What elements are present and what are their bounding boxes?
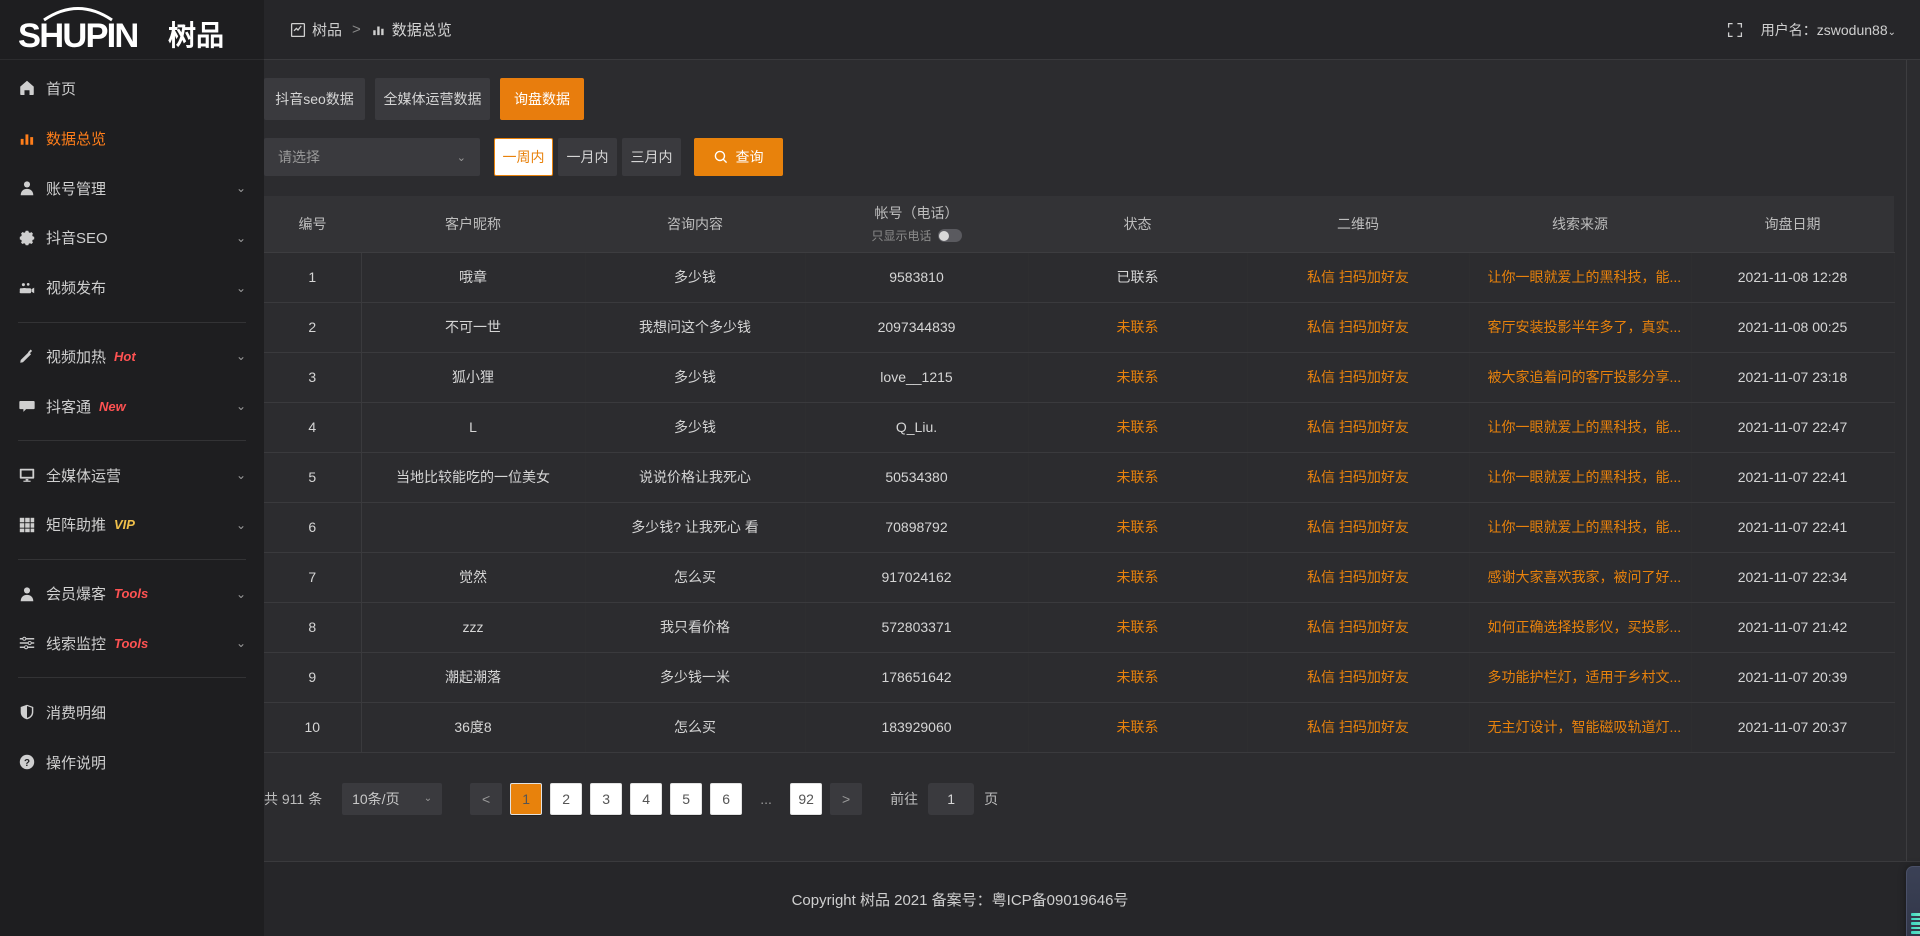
svg-text:?: ? xyxy=(24,758,30,769)
svg-text:树品: 树品 xyxy=(168,20,224,51)
svg-text:SHUPIN: SHUPIN xyxy=(18,17,138,54)
